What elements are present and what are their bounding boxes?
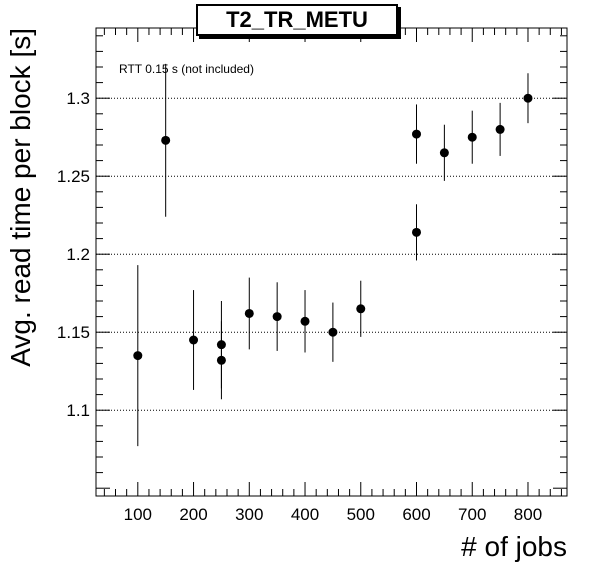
x-tick-label: 200	[179, 505, 207, 524]
x-tick-label: 300	[235, 505, 263, 524]
x-tick-label: 700	[458, 505, 486, 524]
data-point	[161, 135, 171, 145]
rtt-annotation: RTT 0.15 s (not included)	[119, 62, 254, 76]
data-point	[272, 312, 282, 322]
x-axis-label: # of jobs	[461, 531, 567, 562]
y-axis-label: Avg. read time per block [s]	[5, 28, 36, 367]
data-point	[439, 148, 449, 158]
y-tick-label: 1.2	[66, 245, 90, 264]
data-point	[495, 124, 505, 134]
y-tick-label: 1.25	[57, 167, 90, 186]
x-tick-label: 400	[291, 505, 319, 524]
data-point	[412, 227, 422, 237]
data-point	[523, 93, 533, 103]
x-tick-label: 500	[347, 505, 375, 524]
y-tick-label: 1.3	[66, 89, 90, 108]
plot-frame	[95, 27, 568, 497]
data-point	[244, 308, 254, 318]
data-point	[216, 355, 226, 365]
data-point	[300, 316, 310, 326]
y-tick-label: 1.1	[66, 401, 90, 420]
data-point	[356, 304, 366, 314]
y-tick-label: 1.15	[57, 323, 90, 342]
data-point	[328, 327, 338, 337]
x-tick-label: 600	[402, 505, 430, 524]
data-point	[189, 335, 199, 345]
x-tick-label: 800	[514, 505, 542, 524]
data-point	[467, 132, 477, 142]
x-tick-label: 100	[124, 505, 152, 524]
chart-title: T2_TR_METU	[196, 4, 398, 36]
data-point	[133, 351, 143, 361]
data-point	[412, 129, 422, 139]
